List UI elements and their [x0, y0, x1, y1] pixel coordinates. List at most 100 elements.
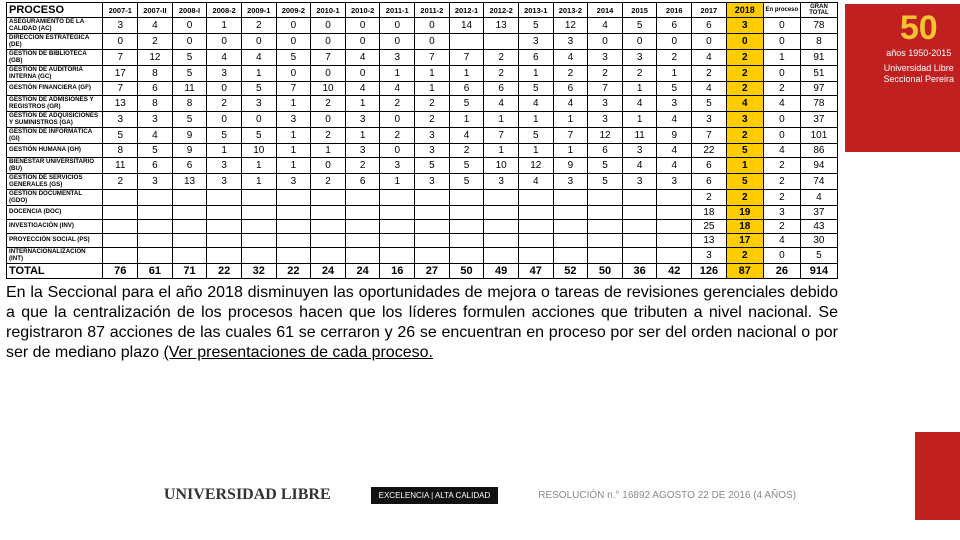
process-name-cell: GESTIÓN DE AUDITORIA INTERNA (GC) — [7, 66, 103, 82]
process-name-cell: ASEGURAMIENTO DE LA CALIDAD (AC) — [7, 18, 103, 34]
data-cell: 12 — [588, 128, 623, 144]
total-cell: 126 — [692, 264, 727, 279]
data-cell: 0 — [172, 18, 207, 34]
table-row: GESTIÓN DE ADMISIONES Y REGISTROS (GR)13… — [7, 96, 838, 112]
table-row: GESTIÓN DE SERVICIOS GENERALES (GS)23133… — [7, 174, 838, 190]
data-cell: 3 — [207, 174, 242, 190]
table-row: GESTIÓN HUMANA (GH)859110113032111634225… — [7, 144, 838, 158]
explanatory-paragraph: En la Seccional para el año 2018 disminu… — [6, 283, 838, 363]
data-cell: 5 — [588, 158, 623, 174]
data-cell — [103, 190, 138, 206]
data-cell: 6 — [692, 158, 727, 174]
data-cell: 2 — [763, 220, 800, 234]
data-cell — [311, 220, 346, 234]
data-cell: 3 — [726, 18, 763, 34]
col-header: 2017 — [692, 3, 727, 18]
data-cell — [241, 248, 276, 264]
data-cell: 1 — [345, 128, 380, 144]
data-cell: 4 — [726, 96, 763, 112]
data-cell: 1 — [449, 66, 484, 82]
data-cell: 5 — [518, 128, 553, 144]
data-cell: 2 — [726, 66, 763, 82]
data-cell: 13 — [103, 96, 138, 112]
data-cell: 12 — [553, 18, 588, 34]
total-cell: 22 — [276, 264, 311, 279]
data-cell — [241, 220, 276, 234]
data-cell: 3 — [380, 158, 415, 174]
data-cell — [588, 220, 623, 234]
data-cell: 1 — [241, 158, 276, 174]
data-cell: 0 — [726, 34, 763, 50]
table-row: GESTIÓN DE INFORMÁTICA (GI)5495512123475… — [7, 128, 838, 144]
data-cell: 1 — [241, 174, 276, 190]
data-cell — [345, 220, 380, 234]
table-row: GESTIÓN DE BIBLIOTECA (GB)71254457437726… — [7, 50, 838, 66]
total-cell: 50 — [449, 264, 484, 279]
data-cell: 0 — [380, 112, 415, 128]
data-cell: 18 — [692, 206, 727, 220]
data-cell — [657, 234, 692, 248]
data-cell: 101 — [800, 128, 837, 144]
data-cell — [311, 248, 346, 264]
table-row: GESTIÓN DE AUDITORIA INTERNA (GC)1785310… — [7, 66, 838, 82]
data-cell: 2 — [763, 190, 800, 206]
data-cell — [380, 234, 415, 248]
data-cell: 3 — [518, 34, 553, 50]
col-header: 2008-I — [172, 3, 207, 18]
data-cell: 5 — [172, 66, 207, 82]
data-cell — [657, 206, 692, 220]
data-cell — [449, 34, 484, 50]
data-cell: 4 — [345, 50, 380, 66]
data-cell: 0 — [241, 112, 276, 128]
col-header: 2010-2 — [345, 3, 380, 18]
data-cell: 2 — [726, 50, 763, 66]
data-cell: 2 — [103, 174, 138, 190]
data-cell: 1 — [449, 112, 484, 128]
data-cell: 0 — [345, 18, 380, 34]
data-cell: 5 — [726, 174, 763, 190]
data-cell: 2 — [553, 66, 588, 82]
data-cell: 4 — [138, 128, 173, 144]
data-cell — [449, 234, 484, 248]
process-name-cell: BIENESTAR UNIVERSITARIO (BU) — [7, 158, 103, 174]
data-cell — [345, 190, 380, 206]
data-cell: 3 — [763, 206, 800, 220]
data-cell: 1 — [207, 144, 242, 158]
data-cell — [380, 220, 415, 234]
data-cell: 0 — [311, 18, 346, 34]
data-cell: 13 — [172, 174, 207, 190]
col-header: 2013-2 — [553, 3, 588, 18]
data-cell: 2 — [345, 158, 380, 174]
total-cell: 52 — [553, 264, 588, 279]
data-cell: 7 — [449, 50, 484, 66]
data-cell: 0 — [692, 34, 727, 50]
process-name-cell: DIRECCIÓN ESTRATÉGICA (DE) — [7, 34, 103, 50]
data-cell — [380, 248, 415, 264]
data-cell: 2 — [415, 96, 450, 112]
data-cell: 4 — [484, 96, 519, 112]
data-cell — [207, 234, 242, 248]
data-cell: 3 — [138, 112, 173, 128]
data-cell: 12 — [518, 158, 553, 174]
data-cell: 7 — [276, 82, 311, 96]
col-header: En proceso — [763, 3, 800, 18]
process-name-cell: GESTIÓN DE INFORMÁTICA (GI) — [7, 128, 103, 144]
data-cell: 5 — [622, 18, 657, 34]
total-cell: 16 — [380, 264, 415, 279]
data-cell: 4 — [692, 50, 727, 66]
data-cell: 37 — [800, 112, 837, 128]
data-cell: 1 — [763, 50, 800, 66]
process-name-cell: DOCENCIA (DOC) — [7, 206, 103, 220]
data-cell: 3 — [138, 174, 173, 190]
data-cell: 8 — [138, 96, 173, 112]
data-cell — [276, 220, 311, 234]
data-cell: 78 — [800, 96, 837, 112]
data-cell: 1 — [276, 96, 311, 112]
data-cell: 1 — [207, 18, 242, 34]
col-header: 2018 — [726, 3, 763, 18]
data-cell: 4 — [622, 158, 657, 174]
data-cell: 1 — [311, 144, 346, 158]
data-cell: 0 — [345, 34, 380, 50]
data-cell: 4 — [345, 82, 380, 96]
data-cell: 22 — [692, 144, 727, 158]
